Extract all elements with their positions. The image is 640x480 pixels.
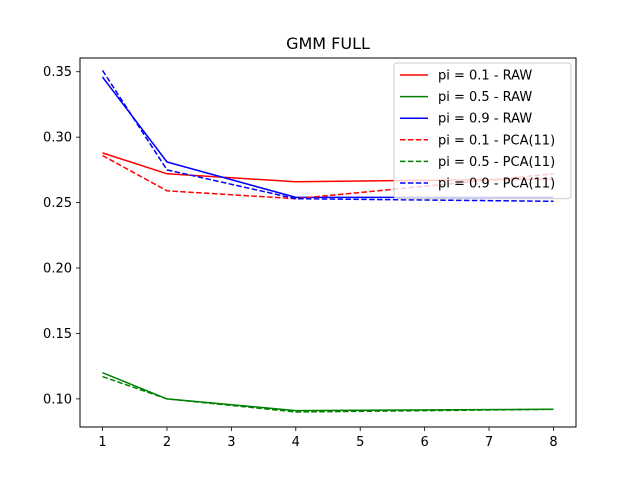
y-tick-label: 0.35: [43, 65, 72, 80]
x-tick-label: 2: [163, 435, 171, 450]
x-tick-label: 7: [485, 435, 493, 450]
x-tick-label: 1: [98, 435, 106, 450]
x-tick-label: 4: [292, 435, 300, 450]
x-tick-label: 5: [356, 435, 364, 450]
plot-frame: [79, 57, 577, 428]
legend: pi = 0.1 - RAW pi = 0.5 - RAW pi = 0.9 - R…: [393, 62, 572, 200]
legend-frame: [393, 62, 572, 200]
axis-layer: 1 2 3 4 5 6 7 8 0.10 0.15 0.20 0.25 0.30 0.35: [43, 65, 558, 450]
series-line-5: [102, 375, 554, 413]
x-tick-label: 8: [549, 435, 557, 450]
chart-title: GMM FULL: [286, 34, 370, 53]
legend-label: pi = 0.9 - RAW: [438, 112, 532, 127]
y-tick-label: 0.25: [43, 196, 72, 211]
y-tick-label: 0.20: [43, 262, 72, 277]
legend-label: pi = 0.9 - PCA(11): [438, 177, 555, 192]
x-tick-label: 3: [227, 435, 235, 450]
x-tick-label: 6: [420, 435, 428, 450]
y-tick-label: 0.30: [43, 131, 72, 146]
y-tick-label: 0.10: [43, 392, 72, 407]
legend-label: pi = 0.5 - PCA(11): [438, 155, 555, 170]
legend-label: pi = 0.1 - PCA(11): [438, 133, 555, 148]
series-line-6: [101, 69, 554, 203]
y-tick-label: 0.15: [43, 327, 72, 342]
legend-label: pi = 0.1 - RAW: [438, 69, 532, 84]
legend-label: pi = 0.5 - RAW: [438, 90, 532, 105]
